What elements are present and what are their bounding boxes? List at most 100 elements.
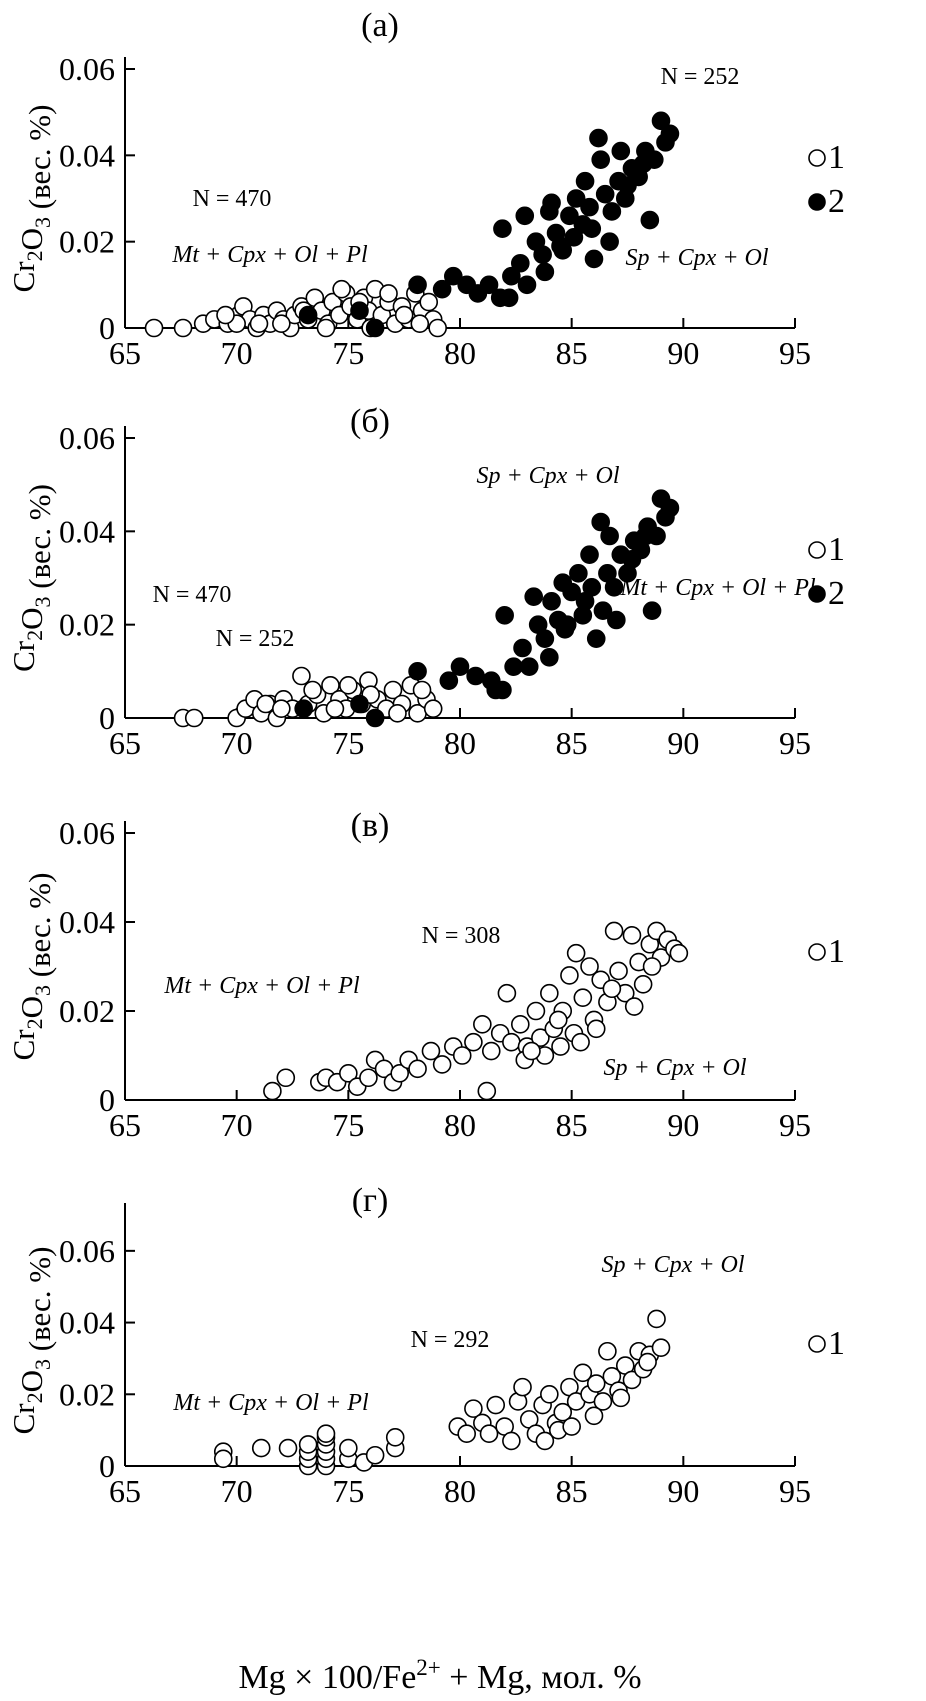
data-point-open xyxy=(513,1377,532,1397)
x-tick-label: 75 xyxy=(332,1107,364,1143)
data-point-filled xyxy=(564,228,584,247)
x-tick-label: 90 xyxy=(667,1107,699,1143)
data-point-open xyxy=(593,1392,613,1411)
x-tick-label: 75 xyxy=(332,725,364,761)
data-point-open xyxy=(256,694,276,714)
x-tick-label: 80 xyxy=(444,1107,476,1143)
data-point-open xyxy=(339,1438,358,1458)
data-point-filled xyxy=(560,206,579,226)
x-tick-label: 70 xyxy=(221,1107,253,1143)
data-point-filled xyxy=(607,610,626,630)
data-point-filled xyxy=(542,592,561,611)
data-point-open xyxy=(216,305,235,325)
x-tick-label: 85 xyxy=(556,1473,588,1509)
x-tick-label: 75 xyxy=(332,1473,364,1509)
data-point-open xyxy=(551,1037,570,1056)
assemblage-label: Sp + Cpx + Ol xyxy=(625,245,768,271)
data-point-filled xyxy=(582,578,602,597)
data-point-filled xyxy=(535,262,555,282)
data-point-open xyxy=(276,1068,296,1088)
assemblage-label: Mt + Cpx + Ol + Pl xyxy=(171,242,368,268)
data-point-open xyxy=(412,680,432,700)
x-tick-label: 95 xyxy=(779,725,811,761)
data-point-filled xyxy=(618,176,637,195)
data-point-open xyxy=(394,305,414,325)
data-point-open xyxy=(410,314,430,333)
data-point-open xyxy=(173,318,193,338)
data-point-filled xyxy=(443,266,463,286)
y-tick-label: 0.06 xyxy=(59,815,115,851)
assemblage-label: Mt + Cpx + Ol + Pl xyxy=(163,973,360,999)
data-point-open xyxy=(531,1028,550,1047)
x-tick-label: 90 xyxy=(667,335,699,371)
data-point-filled xyxy=(566,189,586,208)
x-tick-label: 85 xyxy=(556,335,588,371)
legend-label-2: 2 xyxy=(828,183,845,220)
data-point-filled xyxy=(633,154,653,174)
y-tick-label: 0.04 xyxy=(59,904,115,940)
y-tick-label: 0.04 xyxy=(59,1305,115,1341)
x-tick-label: 85 xyxy=(556,725,588,761)
data-point-open xyxy=(385,1428,405,1447)
sample-count-label: N = 252 xyxy=(661,64,740,90)
data-point-open xyxy=(473,1015,492,1034)
data-point-open xyxy=(339,1064,358,1083)
data-point-filled xyxy=(432,279,452,299)
data-point-open xyxy=(477,1081,497,1101)
data-point-open xyxy=(573,988,593,1007)
y-tick-label: 0.04 xyxy=(59,137,115,173)
data-point-open xyxy=(452,1046,472,1065)
data-point-open xyxy=(272,314,291,333)
y-tick-label: 0 xyxy=(99,1448,115,1484)
data-point-open xyxy=(316,318,336,338)
data-point-filled xyxy=(298,305,318,325)
data-point-filled xyxy=(517,275,537,295)
data-point-filled xyxy=(651,111,671,131)
data-point-open xyxy=(325,699,345,718)
data-point-open xyxy=(642,957,662,976)
data-point-filled xyxy=(504,657,523,676)
y-tick-label: 0.02 xyxy=(59,224,115,260)
data-point-filled xyxy=(600,526,619,546)
data-point-open xyxy=(359,1068,378,1088)
legend-filled-marker xyxy=(808,193,826,211)
data-point-open xyxy=(479,1424,499,1444)
data-point-open xyxy=(292,666,311,686)
y-tick-label: 0.02 xyxy=(59,993,115,1029)
data-point-open xyxy=(481,1041,501,1061)
panel-title-2: (б) xyxy=(350,403,390,440)
data-point-open xyxy=(573,1363,593,1383)
data-point-filled xyxy=(593,601,613,620)
x-tick-label: 90 xyxy=(667,1473,699,1509)
data-point-filled xyxy=(660,124,680,144)
data-point-open xyxy=(669,943,689,963)
legend-label-1: 1 xyxy=(828,531,845,568)
data-point-open xyxy=(419,292,439,312)
data-point-open xyxy=(423,699,443,718)
y-tick-label: 0 xyxy=(99,310,115,346)
data-point-filled xyxy=(551,236,570,256)
data-point-filled xyxy=(542,193,561,213)
x-tick-label: 65 xyxy=(109,1473,141,1509)
data-point-filled xyxy=(350,301,369,321)
sample-count-label: N = 470 xyxy=(153,582,232,608)
panel-title-1: (а) xyxy=(361,7,399,44)
data-point-open xyxy=(571,1032,590,1052)
x-tick-label: 80 xyxy=(444,335,476,371)
data-point-filled xyxy=(510,253,530,273)
data-point-open xyxy=(586,1374,606,1393)
data-point-open xyxy=(457,1424,477,1444)
data-point-open xyxy=(540,983,559,1003)
data-point-open xyxy=(510,1015,530,1034)
legend-open-marker xyxy=(808,943,826,961)
y-tick-label: 0 xyxy=(99,1082,115,1118)
data-point-filled xyxy=(557,615,577,634)
data-point-open xyxy=(562,1417,581,1436)
x-axis-label: Mg × 100/Fe2+ + Mg, мол. % xyxy=(238,1655,641,1696)
data-point-filled xyxy=(502,266,521,286)
data-point-open xyxy=(609,961,628,981)
data-point-open xyxy=(647,1309,666,1329)
x-tick-label: 70 xyxy=(221,725,253,761)
data-point-filled xyxy=(580,197,599,217)
data-point-open xyxy=(502,1032,521,1052)
